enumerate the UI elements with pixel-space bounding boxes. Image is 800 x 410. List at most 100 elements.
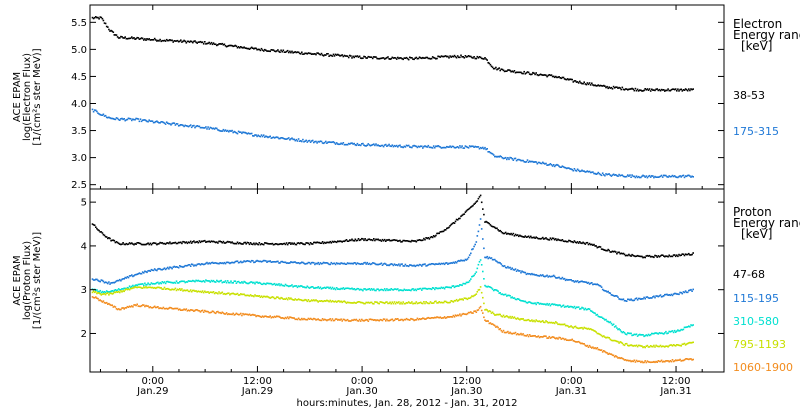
data-point <box>124 243 126 246</box>
data-point <box>283 317 286 320</box>
data-point <box>571 241 573 243</box>
data-point <box>125 277 128 279</box>
data-point <box>645 361 648 364</box>
data-point <box>472 312 474 314</box>
data-point <box>111 30 113 33</box>
data-point <box>398 240 400 242</box>
data-point <box>219 130 221 132</box>
data-point <box>456 260 459 263</box>
data-point <box>427 264 430 266</box>
data-point <box>152 269 155 272</box>
data-point <box>472 275 474 277</box>
data-point <box>465 259 468 261</box>
data-point <box>100 279 103 281</box>
data-point <box>453 262 456 264</box>
data-point <box>328 318 330 321</box>
data-point <box>247 314 250 316</box>
data-point <box>180 289 182 291</box>
data-point <box>105 25 108 28</box>
data-point <box>345 319 348 322</box>
data-point <box>631 253 633 256</box>
data-point <box>470 311 472 313</box>
data-point <box>665 89 667 92</box>
data-point <box>521 235 523 238</box>
data-point <box>685 175 688 178</box>
data-point <box>273 50 276 52</box>
data-point <box>688 325 690 327</box>
data-point <box>151 120 154 122</box>
data-point <box>289 262 291 264</box>
data-point <box>453 146 456 149</box>
data-point <box>601 351 604 353</box>
data-point <box>507 232 509 235</box>
data-point <box>476 235 479 237</box>
data-point <box>682 253 685 256</box>
data-point <box>560 77 563 80</box>
data-point <box>269 135 271 138</box>
data-point <box>550 303 553 306</box>
data-point <box>103 293 106 295</box>
data-point <box>359 301 362 304</box>
data-point <box>305 52 307 55</box>
data-point <box>318 53 321 55</box>
data-point <box>547 74 549 77</box>
data-point <box>388 238 390 241</box>
data-point <box>97 279 99 282</box>
data-point <box>311 299 314 302</box>
data-point <box>292 243 294 245</box>
data-point <box>347 240 350 242</box>
data-point <box>666 89 668 92</box>
data-point <box>509 156 511 159</box>
data-point <box>153 305 156 308</box>
data-point <box>609 87 612 89</box>
data-point <box>378 302 380 305</box>
data-point <box>417 302 420 304</box>
data-point <box>291 137 293 139</box>
data-point <box>254 261 256 263</box>
data-point <box>307 317 310 320</box>
data-point <box>510 317 512 319</box>
data-point <box>224 45 227 47</box>
data-point <box>100 294 103 296</box>
data-point <box>555 321 557 323</box>
data-point <box>126 286 129 289</box>
data-point <box>152 282 155 285</box>
data-point <box>371 289 374 291</box>
data-point <box>261 243 264 246</box>
data-point <box>655 332 657 334</box>
data-point <box>483 247 485 250</box>
data-point <box>274 50 277 53</box>
data-point <box>672 344 675 346</box>
data-point <box>444 55 447 57</box>
data-point <box>201 280 204 283</box>
data-point <box>494 67 496 70</box>
data-point <box>579 170 581 173</box>
data-point <box>189 40 192 42</box>
data-point <box>238 294 241 296</box>
data-point <box>174 266 177 268</box>
data-point <box>109 291 111 293</box>
data-point <box>220 241 222 243</box>
data-point <box>535 161 537 163</box>
data-point <box>498 292 500 294</box>
data-point <box>362 263 364 265</box>
data-point <box>206 42 208 45</box>
data-point <box>426 56 428 59</box>
data-point <box>582 241 584 244</box>
data-point <box>447 263 449 265</box>
data-point <box>135 243 137 245</box>
data-point <box>429 146 432 149</box>
data-point <box>414 145 416 147</box>
data-point <box>581 82 583 85</box>
data-point <box>534 237 536 239</box>
data-point <box>604 319 606 321</box>
data-point <box>471 275 473 278</box>
data-point <box>234 260 237 263</box>
data-point <box>572 339 575 342</box>
data-point <box>438 232 440 235</box>
data-point <box>282 137 285 140</box>
data-point <box>265 135 267 137</box>
data-point <box>455 261 458 264</box>
data-point <box>647 255 650 257</box>
data-point <box>661 361 664 363</box>
